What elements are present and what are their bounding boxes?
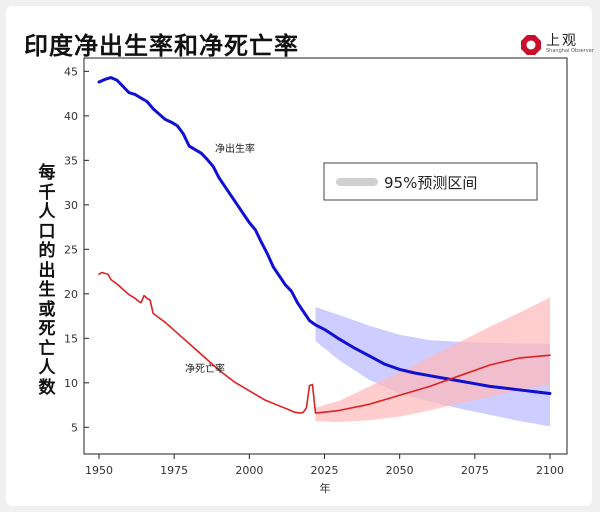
y-tick-label: 5 (71, 421, 78, 434)
x-tick-label: 2100 (536, 464, 564, 477)
series-line-0 (97, 76, 552, 395)
x-ticks: 1950 1975 2000 2025 2050 2075 2100 (85, 454, 564, 477)
logo-subtext: Shanghai Observer (546, 48, 594, 54)
y-tick-label: 40 (64, 110, 78, 123)
interval-band-1 (315, 297, 550, 422)
y-ticks: 5 10 15 20 25 30 35 40 45 (64, 65, 89, 434)
y-tick-label: 15 (64, 332, 78, 345)
y-tick-label: 10 (64, 377, 78, 390)
death-series-label: 净死亡率 (185, 362, 225, 375)
logo-text: 上观 (546, 33, 578, 49)
legend: 95%预测区间 (323, 162, 538, 201)
series-lines (97, 76, 552, 414)
x-tick-label: 2050 (386, 464, 414, 477)
birth-series-label: 净出生率 (215, 142, 255, 155)
y-tick-label: 45 (64, 65, 78, 78)
y-tick-label: 20 (64, 288, 78, 301)
y-tick-label: 35 (64, 154, 78, 167)
series-line-1 (98, 271, 551, 414)
x-axis-label: 年 (320, 481, 331, 495)
legend-label: 95%预测区间 (384, 174, 477, 192)
x-tick-label: 2075 (461, 464, 489, 477)
page-title: 印度净出生率和净死亡率 (24, 32, 299, 60)
y-tick-label: 25 (64, 243, 78, 256)
x-tick-label: 1975 (160, 464, 188, 477)
y-axis-label: 每千人口的出生或死亡人数 (38, 163, 56, 398)
x-tick-label: 2025 (311, 464, 339, 477)
interval-bands (315, 297, 550, 427)
y-tick-label: 30 (64, 199, 78, 212)
logo-icon (521, 35, 541, 55)
brand-logo: 上观 Shanghai Observer (518, 30, 598, 60)
x-tick-label: 1950 (85, 464, 113, 477)
x-tick-label: 2000 (235, 464, 263, 477)
